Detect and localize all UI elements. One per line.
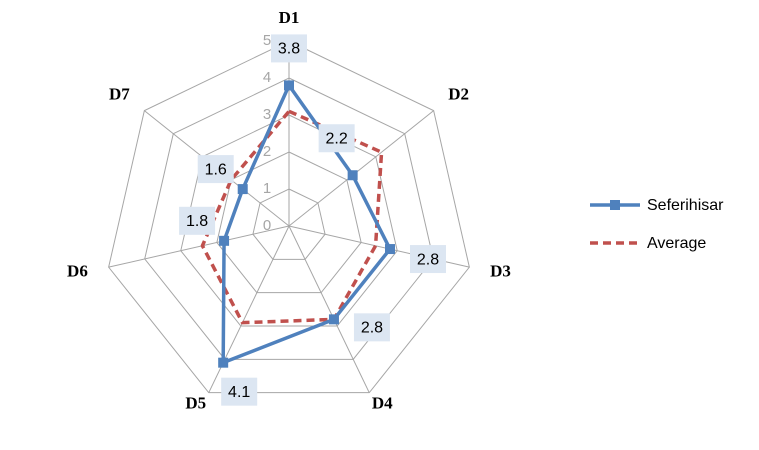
data-label-box bbox=[318, 124, 355, 153]
r-tick-label: 5 bbox=[263, 32, 271, 49]
marker bbox=[237, 184, 248, 195]
data-label-box bbox=[197, 155, 234, 184]
legend-label: Seferihisar bbox=[647, 197, 724, 214]
data-label: 2.8 bbox=[361, 320, 383, 337]
axis-label: D3 bbox=[490, 261, 511, 280]
data-label: 2.8 bbox=[417, 251, 439, 268]
r-tick-label: 4 bbox=[263, 69, 271, 86]
r-tick-label: 2 bbox=[263, 143, 271, 160]
data-label-box bbox=[221, 377, 258, 406]
axis-label: D2 bbox=[448, 85, 469, 104]
axis-label: D1 bbox=[279, 8, 300, 27]
r-tick-label: 0 bbox=[263, 217, 271, 234]
axis-label: D6 bbox=[67, 261, 88, 280]
data-label: 1.8 bbox=[186, 213, 208, 230]
r-tick-label: 1 bbox=[263, 180, 271, 197]
series-line bbox=[221, 83, 392, 365]
average-line bbox=[200, 109, 384, 325]
legend-marker bbox=[610, 200, 620, 210]
axis-label: D7 bbox=[109, 85, 130, 104]
spoke bbox=[208, 225, 290, 393]
marker bbox=[219, 235, 230, 246]
r-tick-label: 3 bbox=[263, 106, 271, 123]
marker bbox=[328, 314, 339, 325]
data-label-box bbox=[353, 313, 390, 342]
marker bbox=[218, 357, 229, 368]
legend-label: Average bbox=[647, 235, 706, 252]
axis-label: D5 bbox=[185, 393, 206, 412]
marker bbox=[347, 170, 358, 181]
data-label: 1.6 bbox=[205, 161, 227, 178]
grid-ring bbox=[108, 40, 470, 394]
spoke bbox=[288, 110, 434, 227]
data-label-box bbox=[410, 245, 447, 274]
marker bbox=[284, 80, 294, 91]
axis-label: D4 bbox=[372, 393, 393, 412]
data-label-box bbox=[271, 34, 307, 63]
data-label: 3.8 bbox=[278, 41, 300, 58]
data-label: 2.2 bbox=[326, 130, 348, 147]
data-label: 4.1 bbox=[228, 384, 250, 401]
spoke bbox=[288, 225, 370, 393]
spoke bbox=[108, 225, 290, 268]
grid-ring bbox=[216, 151, 362, 294]
grid-ring bbox=[144, 77, 434, 360]
grid-ring bbox=[252, 188, 326, 260]
marker bbox=[385, 244, 396, 255]
data-label-box bbox=[179, 206, 216, 235]
